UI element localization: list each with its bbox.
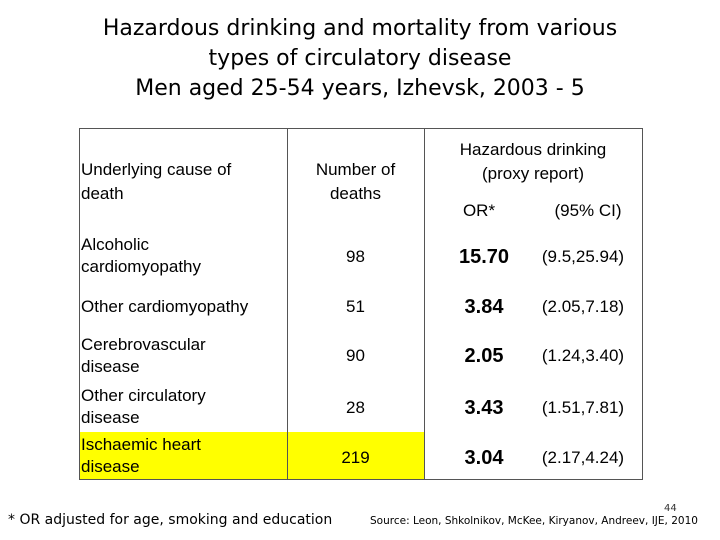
row-1-ci: (9.5,25.94) <box>541 247 625 266</box>
row-4-cause-line-2: disease <box>81 408 140 427</box>
border-top <box>79 128 643 129</box>
row-1-cause-line-1: Alcoholic <box>81 235 150 254</box>
header-hazard-line-1: Hazardous drinking <box>459 140 607 159</box>
row-2-ci: (2.05,7.18) <box>541 297 625 316</box>
header-cause: Underlying cause of death <box>81 158 231 206</box>
row-5-or: 3.04 <box>464 447 504 469</box>
border-right <box>642 128 643 480</box>
header-cause-line-2: death <box>81 184 124 203</box>
border-left <box>79 128 80 480</box>
header-cause-line-1: Underlying cause of <box>81 160 232 179</box>
row-1-cause: Alcoholic cardiomyopathy <box>81 234 201 278</box>
row-3-deaths: 90 <box>346 346 365 365</box>
row-5-ci: (2.17,4.24) <box>541 448 625 467</box>
row-2-deaths: 51 <box>346 297 365 316</box>
header-or: OR* <box>462 201 496 220</box>
row-4-deaths: 28 <box>346 398 365 417</box>
header-ci: (95% CI) <box>554 201 622 220</box>
row-5-cause-line-2: disease <box>81 457 140 476</box>
row-5-cause: Ischaemic heart disease <box>81 434 201 478</box>
row-4-or: 3.43 <box>464 397 504 419</box>
row-3-cause: Cerebrovascular disease <box>81 334 206 378</box>
header-deaths-line-2: deaths <box>329 184 382 203</box>
row-5-deaths: 219 <box>341 448 370 467</box>
border-mid-1 <box>287 128 288 480</box>
header-hazard-line-2: (proxy report) <box>481 164 585 183</box>
row-1-deaths: 98 <box>346 247 365 266</box>
row-3-cause-line-2: disease <box>81 357 140 376</box>
row-4-cause: Other circulatory disease <box>81 385 206 429</box>
title-line-1: Hazardous drinking and mortality from va… <box>102 16 618 41</box>
row-3-ci: (1.24,3.40) <box>541 346 625 365</box>
row-3-or: 2.05 <box>464 345 504 367</box>
row-2-or: 3.84 <box>464 296 504 318</box>
row-5-cause-line-1: Ischaemic heart <box>81 435 201 454</box>
title-line-2: types of circulatory disease <box>208 46 512 71</box>
header-deaths: Number of deaths <box>287 158 424 206</box>
header-deaths-line-1: Number of <box>315 160 396 179</box>
footnote: * OR adjusted for age, smoking and educa… <box>8 512 333 528</box>
slide-title: Hazardous drinking and mortality from va… <box>0 14 720 104</box>
title-line-3: Men aged 25-54 years, Izhevsk, 2003 - 5 <box>135 76 585 101</box>
row-4-cause-line-1: Other circulatory <box>81 386 206 405</box>
border-bottom <box>79 479 643 480</box>
row-3-cause-line-1: Cerebrovascular <box>81 335 206 354</box>
border-mid-2 <box>424 128 425 480</box>
page-number: 44 <box>664 503 677 514</box>
ischaemic-highlight <box>79 432 287 480</box>
header-hazard: Hazardous drinking (proxy report) <box>424 138 642 186</box>
row-1-cause-line-2: cardiomyopathy <box>81 257 202 276</box>
ischaemic-deaths-highlight <box>287 432 424 480</box>
source-citation: Source: Leon, Shkolnikov, McKee, Kiryano… <box>370 515 698 527</box>
row-1-or: 15.70 <box>458 246 510 268</box>
row-4-ci: (1.51,7.81) <box>541 398 625 417</box>
row-2-cause-line-1: Other cardiomyopathy <box>81 297 249 316</box>
results-table: Underlying cause of death Number of deat… <box>79 128 643 480</box>
row-2-cause: Other cardiomyopathy <box>81 296 248 318</box>
